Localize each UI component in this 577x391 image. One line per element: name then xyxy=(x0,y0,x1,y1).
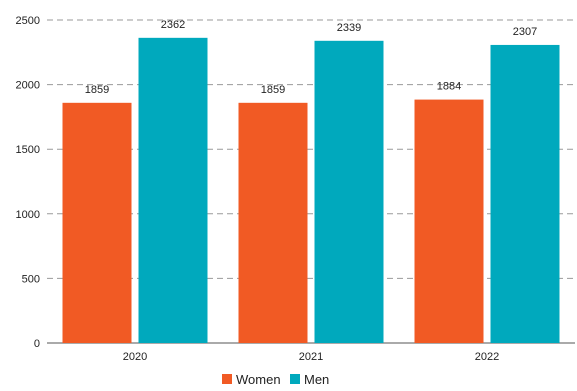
data-label: 2339 xyxy=(337,22,361,34)
legend-label-men: Men xyxy=(304,372,329,387)
y-tick-label: 2000 xyxy=(16,80,40,92)
y-tick-label: 0 xyxy=(34,338,40,350)
y-tick-label: 2500 xyxy=(16,15,40,27)
axes: 0 500 1000 1500 2000 2500 2020 2021 2022 xyxy=(16,15,575,363)
legend-swatch-men xyxy=(290,374,300,384)
bars xyxy=(62,37,560,344)
bar-men-2020 xyxy=(138,37,208,344)
legend-swatch-women xyxy=(222,374,232,384)
data-label: 2307 xyxy=(513,26,537,38)
gridlines xyxy=(47,19,575,279)
x-tick-label: 2020 xyxy=(123,351,147,363)
x-tick-label: 2022 xyxy=(475,351,499,363)
bar-women-2020 xyxy=(62,102,132,343)
bar-men-2022 xyxy=(490,44,560,343)
y-tick-label: 500 xyxy=(22,273,40,285)
legend: Women Men xyxy=(222,372,329,387)
y-tick-label: 1000 xyxy=(16,209,40,221)
legend-label-women: Women xyxy=(236,372,281,387)
data-labels: 1859 2362 1859 2339 1884 2307 xyxy=(85,19,537,96)
data-label: 1859 xyxy=(85,84,109,96)
bar-women-2021 xyxy=(238,102,308,343)
data-label: 1859 xyxy=(261,84,285,96)
bar-men-2021 xyxy=(314,40,384,343)
y-tick-label: 1500 xyxy=(16,144,40,156)
x-tick-label: 2021 xyxy=(299,351,323,363)
data-label: 1884 xyxy=(437,81,461,93)
data-label: 2362 xyxy=(161,19,185,31)
bar-women-2022 xyxy=(414,99,484,344)
